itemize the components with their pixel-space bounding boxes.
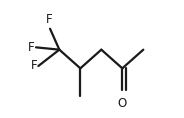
Text: F: F: [31, 59, 37, 72]
Text: F: F: [28, 41, 35, 54]
Text: F: F: [46, 13, 52, 26]
Text: O: O: [118, 97, 127, 110]
